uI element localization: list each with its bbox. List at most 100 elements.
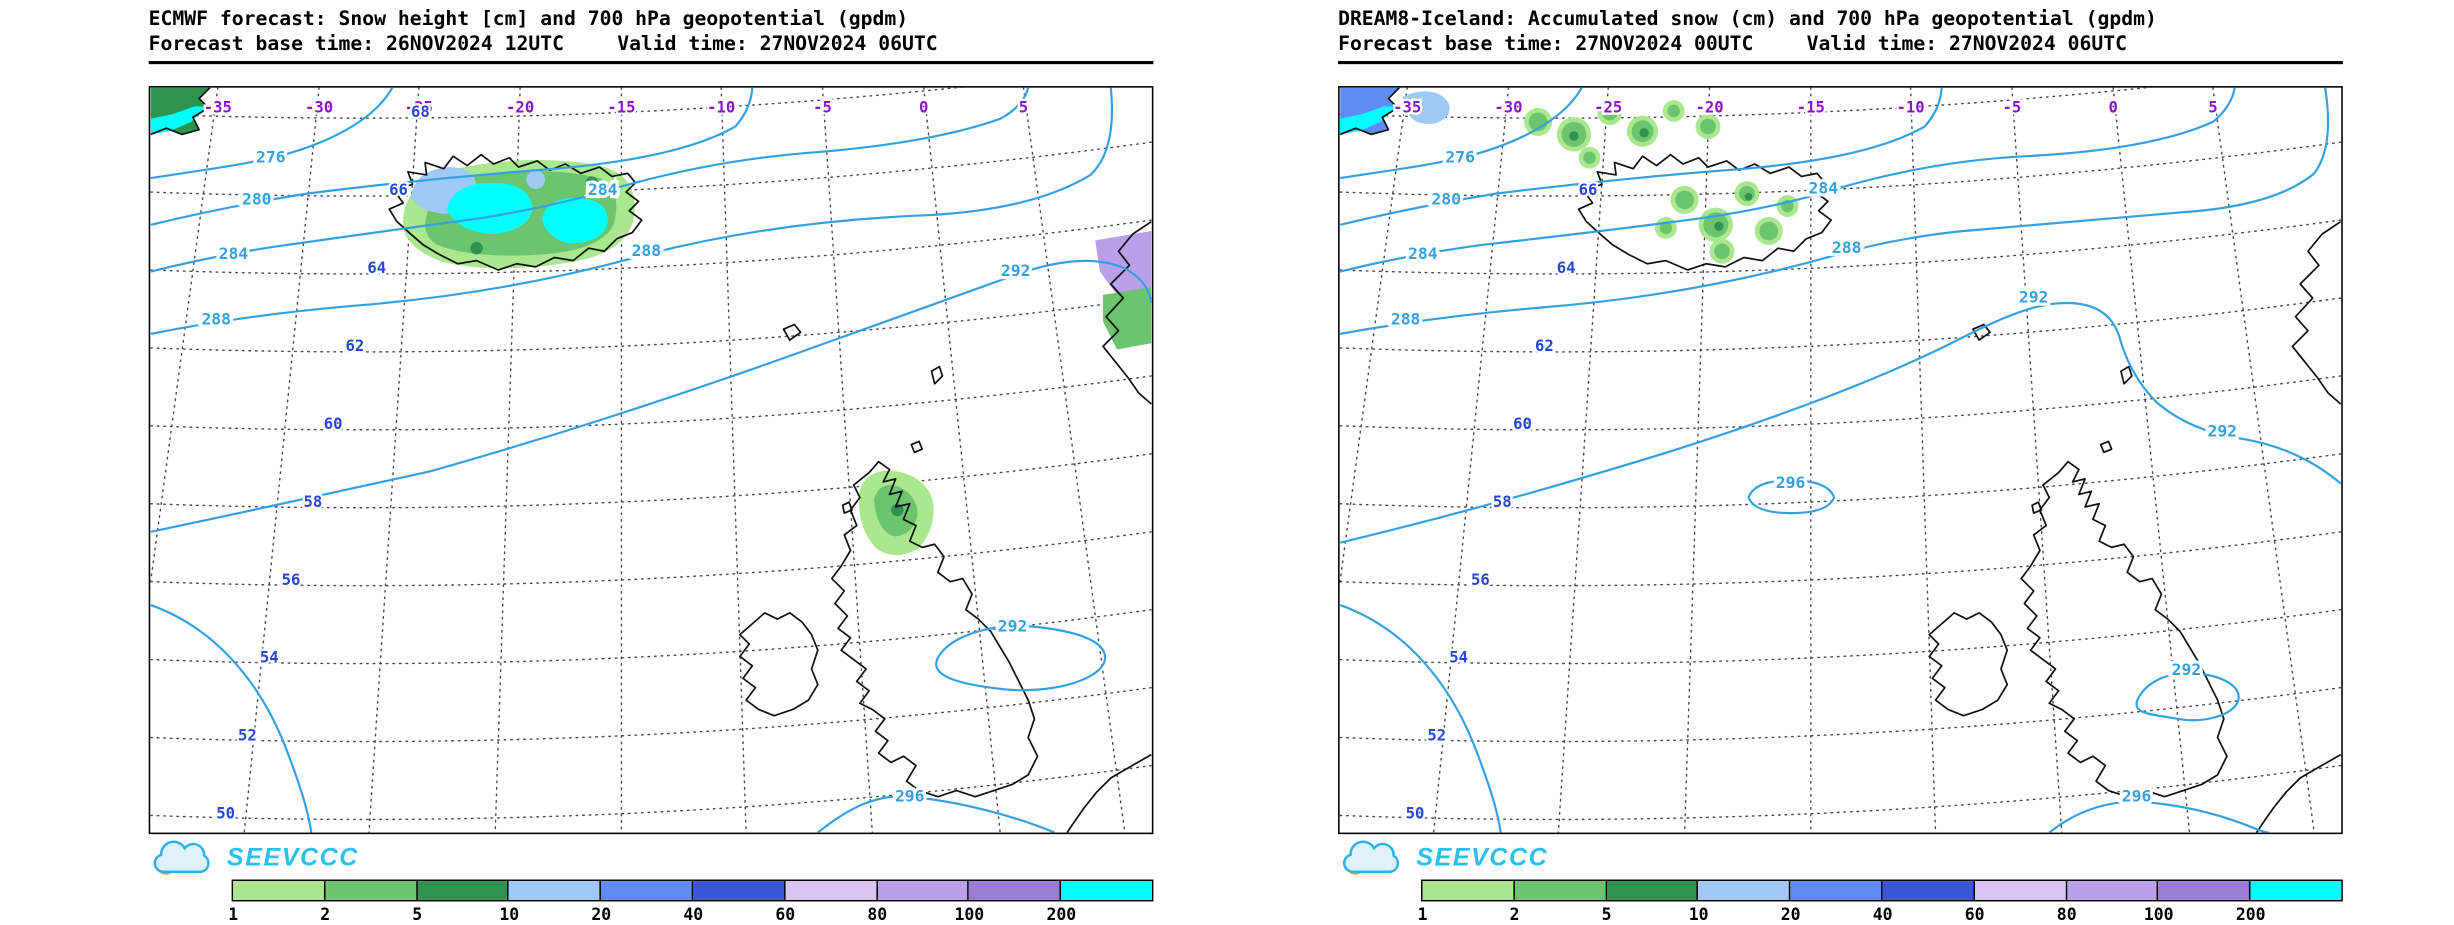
colorbar-tick-label: 100 bbox=[2143, 906, 2174, 925]
colorbar-segment: 10 bbox=[499, 881, 602, 925]
snow-patch bbox=[1759, 221, 1779, 241]
longitude-labels: -35 -30 -25 -20 -15 -10 -5 0 5 bbox=[1391, 96, 2220, 119]
colorbar-tick-label: 2 bbox=[1509, 906, 1520, 925]
latitude-label: 50 bbox=[216, 805, 235, 823]
latitude-label: 62 bbox=[1535, 337, 1554, 355]
contour-line bbox=[2048, 800, 2270, 833]
colorbar-segment: 5 bbox=[1602, 881, 1699, 925]
longitude-label: -25 bbox=[1594, 99, 1622, 117]
snow-patch bbox=[891, 503, 904, 517]
colorbar-segment: 10 bbox=[1689, 881, 1791, 925]
contour-line bbox=[1339, 301, 2342, 544]
latitude-label: 54 bbox=[260, 649, 279, 667]
panel-ecmwf: ECMWF forecast: Snow height [cm] and 700… bbox=[148, 0, 1154, 925]
colorbar-segment: 2 bbox=[320, 881, 418, 925]
logo-text: SEEVCCC bbox=[226, 845, 359, 872]
latitude-label: 68 bbox=[411, 103, 430, 121]
snow-patch bbox=[1714, 221, 1724, 232]
forecast-base-time: Forecast base time: 27NOV2024 00UTC bbox=[1338, 31, 1754, 55]
valid-time: Valid time: 27NOV2024 06UTC bbox=[617, 31, 938, 55]
longitude-label: -5 bbox=[2002, 99, 2021, 117]
snow-patch bbox=[1340, 106, 1397, 135]
colorbar-segment: 200 bbox=[2236, 881, 2342, 925]
snow-layer bbox=[1340, 87, 1799, 264]
contour-label: 284 bbox=[588, 180, 618, 199]
snow-patch bbox=[1667, 104, 1680, 118]
latitude-labels: 66 64 62 60 58 56 54 52 50 bbox=[1403, 179, 1599, 825]
longitude-label: -25 bbox=[405, 99, 433, 117]
snow-patch bbox=[1583, 151, 1596, 165]
latitude-label: 66 bbox=[1579, 181, 1598, 199]
longitude-label: -15 bbox=[1797, 99, 1825, 117]
colorbar-segment: 5 bbox=[412, 881, 510, 925]
panel-title-block: ECMWF forecast: Snow height [cm] and 700… bbox=[148, 6, 1154, 65]
colorbar-segment: 1 bbox=[228, 881, 326, 925]
longitude-label: -30 bbox=[305, 99, 333, 117]
snow-patch bbox=[470, 241, 483, 255]
panel-title-block: DREAM8-Iceland: Accumulated snow (cm) an… bbox=[1338, 6, 2343, 65]
colorbar-segment: 2 bbox=[1510, 881, 1607, 925]
contour-line bbox=[150, 259, 1152, 533]
colorbar-segment: 40 bbox=[1873, 881, 1975, 925]
contour-label: 284 bbox=[1809, 179, 1839, 198]
colorbar-tick-label: 40 bbox=[683, 906, 704, 925]
contour-label: 284 bbox=[1408, 244, 1438, 263]
latitude-label: 60 bbox=[324, 415, 343, 433]
colorbar-segment: 60 bbox=[1965, 881, 2067, 925]
contour-label: 280 bbox=[1431, 190, 1461, 209]
colorbar-tick-label: 20 bbox=[1780, 906, 1801, 925]
panel-title: ECMWF forecast: Snow height [cm] and 700… bbox=[148, 6, 909, 30]
colorbar-tick-label: 40 bbox=[1872, 906, 1893, 925]
contour-line bbox=[1339, 87, 2330, 335]
latitude-label: 50 bbox=[1406, 805, 1425, 823]
latitude-label: 60 bbox=[1513, 415, 1532, 433]
colorbar-segment: 20 bbox=[591, 881, 694, 925]
forecast-base-time: Forecast base time: 26NOV2024 12UTC bbox=[148, 31, 564, 55]
longitude-label: -10 bbox=[1897, 99, 1925, 117]
colorbar-segment: 200 bbox=[1046, 881, 1152, 925]
contour-line bbox=[1340, 87, 1583, 180]
colorbar-tick-label: 1 bbox=[228, 906, 239, 925]
contour-labels: 276 280 284 288 284 288 292 296 292 292 … bbox=[1388, 144, 2240, 808]
colorbar-segment: 1 bbox=[1418, 881, 1515, 925]
contour-label: 292 bbox=[1001, 261, 1031, 280]
contour-line bbox=[150, 87, 1030, 273]
panel-subtitle: Forecast base time: 26NOV2024 12UTC Vali… bbox=[149, 31, 1154, 56]
seevccc-logo: SEEVCCC bbox=[149, 840, 359, 878]
longitude-label: -35 bbox=[204, 99, 232, 117]
latitude-labels: 68 66 64 62 60 58 56 54 52 50 bbox=[214, 101, 432, 825]
longitude-labels: -35 -30 -25 -20 -15 -10 -5 0 5 bbox=[201, 96, 1030, 119]
contour-label: 288 bbox=[632, 241, 662, 260]
snow-patch bbox=[1402, 91, 1450, 125]
contour-label: 288 bbox=[1832, 238, 1862, 257]
longitude-label: -15 bbox=[607, 99, 635, 117]
contour-line bbox=[817, 795, 1056, 833]
longitude-label: 5 bbox=[1019, 99, 1028, 117]
contour-label: 292 bbox=[2207, 422, 2237, 441]
colorbar-segment: 80 bbox=[2057, 881, 2159, 925]
snow-patch bbox=[526, 170, 546, 189]
contour-label: 284 bbox=[219, 244, 249, 263]
geopotential-contours bbox=[150, 87, 1152, 833]
colorbar: 1 2 5 10 20 40 60 80 100 200 bbox=[228, 879, 1154, 925]
longitude-label: 5 bbox=[2208, 99, 2217, 117]
colorbar-tick-label: 200 bbox=[2235, 906, 2266, 925]
colorbar-tick-label: 1 bbox=[1417, 906, 1428, 925]
colorbar-tick-label: 10 bbox=[499, 906, 520, 925]
snow-patch bbox=[1675, 190, 1694, 210]
snow-patch bbox=[1744, 192, 1753, 201]
latitude-label: 56 bbox=[282, 571, 301, 589]
colorbar: 1 2 5 10 20 40 60 80 100 200 bbox=[1418, 879, 2343, 925]
contour-label: 292 bbox=[2019, 288, 2049, 307]
snow-patch bbox=[1659, 221, 1673, 235]
latitude-label: 58 bbox=[303, 493, 322, 511]
valid-time: Valid time: 27NOV2024 06UTC bbox=[1806, 31, 2127, 55]
cloud-sun-icon bbox=[1342, 840, 1400, 875]
latitude-label: 58 bbox=[1493, 493, 1512, 511]
map-dream8: 276 280 284 288 284 288 292 296 292 292 … bbox=[1338, 86, 2343, 835]
colorbar-tick-label: 200 bbox=[1046, 906, 1077, 925]
latitude-label: 64 bbox=[367, 259, 386, 277]
contour-label: 276 bbox=[1445, 147, 1475, 166]
contour-line bbox=[150, 604, 313, 833]
longitude-label: -30 bbox=[1494, 99, 1522, 117]
